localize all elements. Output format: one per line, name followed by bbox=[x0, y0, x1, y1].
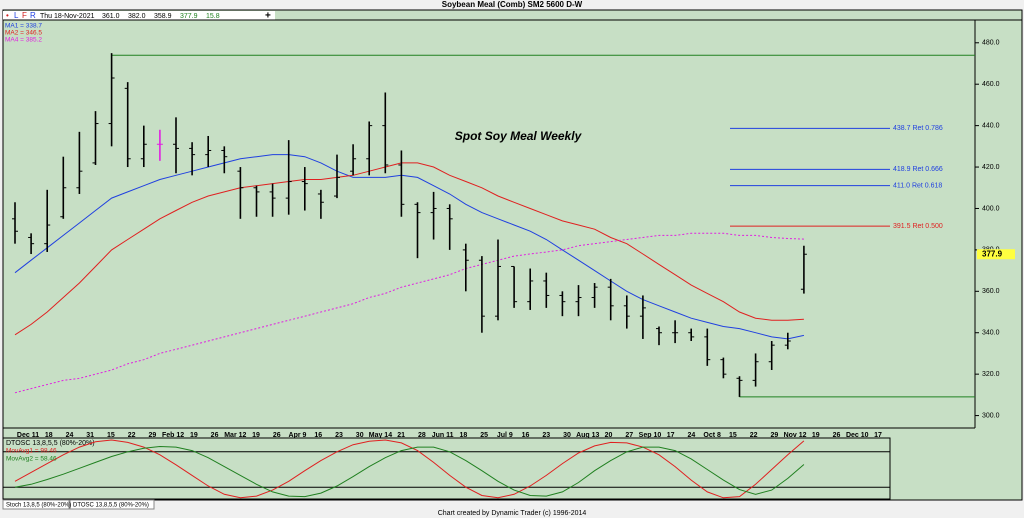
footer: Chart created by Dynamic Trader (c) 1996… bbox=[438, 510, 587, 517]
x-tick-label: Apr 9 bbox=[289, 432, 307, 439]
oscillator-frame bbox=[2, 437, 891, 500]
oscillator-line bbox=[14, 445, 805, 498]
x-tick-label: 27 bbox=[625, 432, 633, 439]
info-field: Thu 18-Nov-2021 bbox=[40, 13, 95, 20]
marker-dot: • bbox=[6, 11, 9, 20]
legend-entry: MA4 = 385.2 bbox=[5, 37, 42, 44]
tab-label[interactable]: Stoch 13,8,5 (80%-20%) bbox=[6, 503, 71, 509]
x-tick-label: 16 bbox=[314, 432, 322, 439]
x-tick-label: 15 bbox=[729, 432, 737, 439]
oscillator-title: DTOSC 13,8,5,5 (80%-20%) bbox=[6, 440, 95, 447]
legend-entry: MA2 = 346.5 bbox=[5, 30, 42, 37]
x-tick-label: 19 bbox=[812, 432, 820, 439]
x-tick-label: 24 bbox=[66, 432, 74, 439]
y-tick-label: 340.0 bbox=[982, 330, 1000, 337]
x-tick-label: 30 bbox=[356, 432, 364, 439]
x-tick-label: 29 bbox=[148, 432, 156, 439]
x-tick-label: Nov 12 bbox=[784, 432, 807, 439]
y-tick-label: 300.0 bbox=[982, 412, 1000, 419]
toolbar-button[interactable]: R bbox=[30, 11, 36, 20]
y-tick-label: 320.0 bbox=[982, 371, 1000, 378]
x-tick-label: 18 bbox=[459, 432, 467, 439]
x-tick-label: May 14 bbox=[369, 432, 392, 439]
x-tick-label: 22 bbox=[750, 432, 758, 439]
info-field: 382.0 bbox=[128, 13, 146, 20]
chart-title: Soybean Meal (Comb) SM2 5600 D-W bbox=[442, 0, 583, 9]
legend-entry: MA1 = 338.7 bbox=[5, 23, 42, 30]
x-tick-label: 26 bbox=[211, 432, 219, 439]
x-tick-label: Oct 8 bbox=[703, 432, 721, 439]
legend-entry: MovAvg2 = 58.46 bbox=[6, 456, 57, 463]
x-tick-label: Dec 11 bbox=[17, 432, 39, 439]
x-tick-label: Jul 9 bbox=[497, 432, 513, 439]
x-tick-label: 23 bbox=[542, 432, 550, 439]
x-tick-label: 19 bbox=[190, 432, 198, 439]
x-tick-label: 31 bbox=[86, 432, 94, 439]
info-field: 377.9 bbox=[180, 13, 198, 20]
x-tick-label: 24 bbox=[688, 432, 696, 439]
info-bar bbox=[3, 11, 275, 20]
y-tick-label: 420.0 bbox=[982, 164, 1000, 171]
tab[interactable] bbox=[69, 499, 155, 510]
x-tick-label: 17 bbox=[874, 432, 882, 439]
x-tick-label: 26 bbox=[833, 432, 841, 439]
retracement-label: 438.7 Ret 0.786 bbox=[893, 125, 943, 132]
x-tick-label: 30 bbox=[563, 432, 571, 439]
x-tick-label: 18 bbox=[45, 432, 53, 439]
last-price-box bbox=[977, 249, 1015, 260]
x-tick-label: Sep 10 bbox=[639, 432, 662, 439]
x-tick-label: 15 bbox=[107, 432, 115, 439]
x-tick-label: 16 bbox=[522, 432, 530, 439]
moving-average bbox=[14, 232, 804, 394]
y-tick-label: 400.0 bbox=[982, 205, 1000, 212]
y-tick-label: 360.0 bbox=[982, 288, 1000, 295]
y-tick-label: 440.0 bbox=[982, 122, 1000, 129]
x-tick-label: 22 bbox=[128, 432, 136, 439]
retracement-label: 418.9 Ret 0.666 bbox=[893, 166, 943, 173]
x-tick-label: 20 bbox=[605, 432, 613, 439]
info-field: 361.0 bbox=[102, 13, 120, 20]
retracement-label: 411.0 Ret 0.618 bbox=[893, 183, 942, 190]
retracement-label: 391.5 Ret 0.500 bbox=[893, 223, 943, 230]
x-tick-label: Mar 12 bbox=[224, 432, 246, 439]
annotation: Spot Soy Meal Weekly bbox=[455, 129, 583, 143]
info-field: 15.8 bbox=[206, 13, 220, 20]
x-tick-label: Feb 12 bbox=[162, 432, 184, 439]
moving-average bbox=[14, 162, 804, 336]
x-tick-label: Dec 10 bbox=[846, 432, 869, 439]
x-tick-label: 17 bbox=[667, 432, 675, 439]
toolbar-button[interactable]: L bbox=[14, 11, 19, 20]
y-tick-label: 480.0 bbox=[982, 40, 1000, 47]
chart-area bbox=[2, 9, 1023, 501]
x-tick-label: 29 bbox=[770, 432, 778, 439]
x-tick-label: 25 bbox=[480, 432, 488, 439]
x-tick-label: 26 bbox=[273, 432, 281, 439]
info-field: 358.9 bbox=[154, 13, 172, 20]
tab-label[interactable]: DTOSC 13,8,5,5 (80%-20%) bbox=[73, 503, 149, 509]
last-price: 377.9 bbox=[982, 249, 1003, 258]
x-tick-label: 23 bbox=[335, 432, 343, 439]
x-tick-label: Jun 11 bbox=[432, 432, 454, 439]
y-tick-label: 460.0 bbox=[982, 81, 1000, 88]
x-tick-label: 21 bbox=[397, 432, 405, 439]
toolbar-button[interactable]: F bbox=[22, 11, 27, 20]
x-tick-label: 19 bbox=[252, 432, 260, 439]
add-button[interactable]: + bbox=[265, 11, 271, 22]
x-tick-label: Aug 13 bbox=[576, 432, 599, 439]
x-tick-label: 28 bbox=[418, 432, 426, 439]
legend-entry: MovAvg1 = 98.46 bbox=[6, 448, 57, 455]
tab[interactable] bbox=[2, 499, 70, 510]
moving-average bbox=[14, 154, 805, 340]
